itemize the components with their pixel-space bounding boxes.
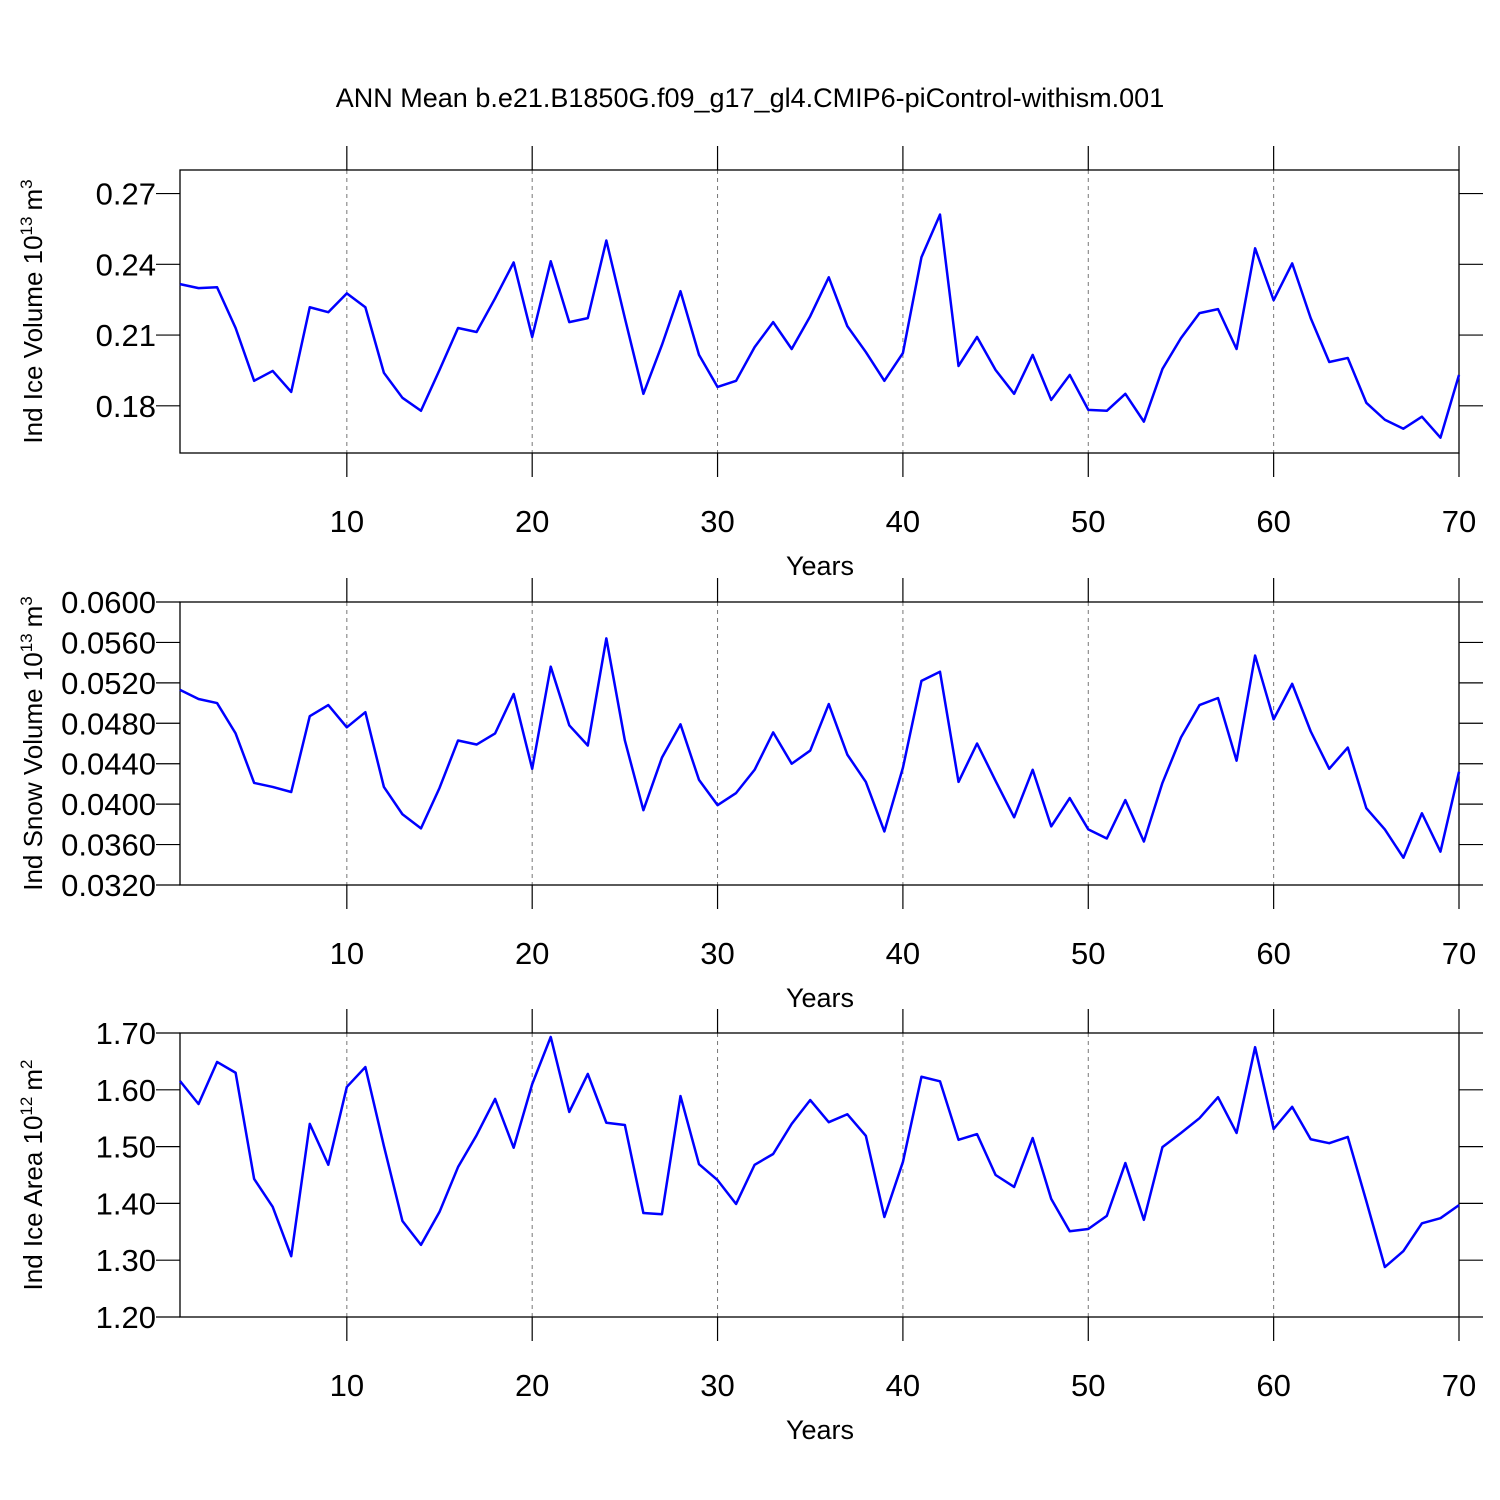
y-axis-label-part: Ind Ice Volume 10 bbox=[18, 235, 48, 443]
x-tick-label: 20 bbox=[515, 504, 549, 539]
y-axis-label-part: Ind Snow Volume 10 bbox=[18, 652, 48, 891]
x-tick-label: 50 bbox=[1071, 504, 1105, 539]
x-tick-label: 10 bbox=[330, 1368, 364, 1403]
y-tick-label: 0.18 bbox=[96, 389, 156, 424]
x-tick-label: 10 bbox=[330, 936, 364, 971]
x-tick-label: 60 bbox=[1256, 504, 1290, 539]
plot-frame bbox=[179, 169, 1460, 454]
y-tick-label: 1.70 bbox=[96, 1016, 156, 1051]
y-tick-label: 0.21 bbox=[96, 318, 156, 353]
x-tick-label: 50 bbox=[1071, 936, 1105, 971]
y-tick-label: 1.50 bbox=[96, 1130, 156, 1165]
data-line bbox=[179, 637, 1461, 859]
x-tick-label: 40 bbox=[886, 936, 920, 971]
y-tick-label: 1.40 bbox=[96, 1186, 156, 1221]
x-tick-label: 30 bbox=[700, 1368, 734, 1403]
x-tick-label: 60 bbox=[1256, 936, 1290, 971]
y-tick-label: 0.0600 bbox=[61, 585, 156, 620]
y-axis-label-part: Ind Ice Area 10 bbox=[18, 1116, 48, 1291]
x-axis-label: Years bbox=[786, 983, 854, 1013]
x-tick-label: 30 bbox=[700, 504, 734, 539]
y-tick-label: 1.30 bbox=[96, 1243, 156, 1278]
x-tick-label: 30 bbox=[700, 936, 734, 971]
y-axis-label-part: 3 bbox=[17, 179, 36, 188]
y-axis-label-part: 12 bbox=[17, 1097, 36, 1116]
y-tick-label: 0.0520 bbox=[61, 666, 156, 701]
y-axis-label-part: m bbox=[18, 189, 48, 211]
y-tick-label: 0.0320 bbox=[61, 868, 156, 903]
plot-frame bbox=[179, 1032, 1460, 1318]
x-tick-label: 60 bbox=[1256, 1368, 1290, 1403]
x-tick-label: 70 bbox=[1442, 936, 1476, 971]
y-axis-label-part: 3 bbox=[17, 596, 36, 605]
y-axis-label: Ind Snow Volume 1013 m3 bbox=[17, 596, 48, 891]
figure-title: ANN Mean b.e21.B1850G.f09_g17_gl4.CMIP6-… bbox=[336, 83, 1164, 113]
x-tick-label: 40 bbox=[886, 504, 920, 539]
y-tick-label: 0.0440 bbox=[61, 747, 156, 782]
y-axis-label-part: 13 bbox=[17, 217, 36, 236]
y-tick-label: 0.0560 bbox=[61, 625, 156, 660]
y-tick-label: 0.0480 bbox=[61, 706, 156, 741]
y-axis-label-part: 13 bbox=[17, 633, 36, 652]
y-axis-label-part: m bbox=[18, 606, 48, 628]
x-tick-label: 20 bbox=[515, 1368, 549, 1403]
y-tick-label: 0.27 bbox=[96, 177, 156, 212]
x-tick-label: 40 bbox=[886, 1368, 920, 1403]
y-tick-label: 0.24 bbox=[96, 247, 156, 282]
x-axis-label: Years bbox=[786, 551, 854, 581]
plot-frame bbox=[179, 601, 1460, 886]
data-line bbox=[179, 213, 1461, 439]
x-tick-label: 70 bbox=[1442, 1368, 1476, 1403]
x-tick-label: 70 bbox=[1442, 504, 1476, 539]
x-axis-label: Years bbox=[786, 1415, 854, 1445]
y-tick-label: 1.60 bbox=[96, 1073, 156, 1108]
y-tick-label: 0.0400 bbox=[61, 787, 156, 822]
x-tick-label: 20 bbox=[515, 936, 549, 971]
y-tick-label: 0.0360 bbox=[61, 828, 156, 863]
y-axis-label-part: 2 bbox=[17, 1060, 36, 1069]
y-axis-label: Ind Ice Volume 1013 m3 bbox=[17, 179, 48, 443]
y-axis-label-part: m bbox=[18, 1069, 48, 1091]
y-tick-label: 1.20 bbox=[96, 1300, 156, 1335]
x-tick-label: 10 bbox=[330, 504, 364, 539]
data-line bbox=[179, 1035, 1460, 1269]
x-tick-label: 50 bbox=[1071, 1368, 1105, 1403]
y-axis-label: Ind Ice Area 1012 m2 bbox=[17, 1060, 48, 1291]
